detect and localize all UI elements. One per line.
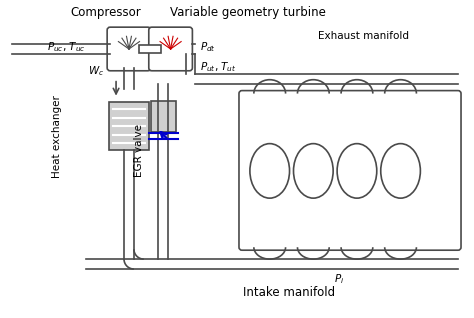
Bar — [109, 102, 149, 150]
FancyBboxPatch shape — [239, 91, 461, 250]
Bar — [151, 100, 175, 132]
Text: Compressor: Compressor — [71, 6, 142, 19]
FancyBboxPatch shape — [149, 27, 192, 71]
Text: Intake manifold: Intake manifold — [244, 286, 336, 299]
Text: $P_{dt}$: $P_{dt}$ — [201, 40, 216, 54]
Text: $W_c$: $W_c$ — [88, 64, 104, 78]
Ellipse shape — [293, 144, 333, 198]
Ellipse shape — [337, 144, 377, 198]
Ellipse shape — [381, 144, 420, 198]
Text: Heat exchanger: Heat exchanger — [52, 95, 62, 178]
Ellipse shape — [250, 144, 290, 198]
Text: Exhaust manifold: Exhaust manifold — [319, 31, 410, 41]
Text: $P_i$: $P_i$ — [334, 272, 344, 286]
FancyBboxPatch shape — [107, 27, 151, 71]
Text: EGR valve: EGR valve — [134, 124, 144, 176]
Text: $P_{ut}$, $T_{ut}$: $P_{ut}$, $T_{ut}$ — [201, 60, 237, 74]
Text: $P_{uc}$, $T_{uc}$: $P_{uc}$, $T_{uc}$ — [46, 40, 85, 54]
Bar — [139, 45, 161, 53]
Text: Variable geometry turbine: Variable geometry turbine — [170, 6, 326, 19]
